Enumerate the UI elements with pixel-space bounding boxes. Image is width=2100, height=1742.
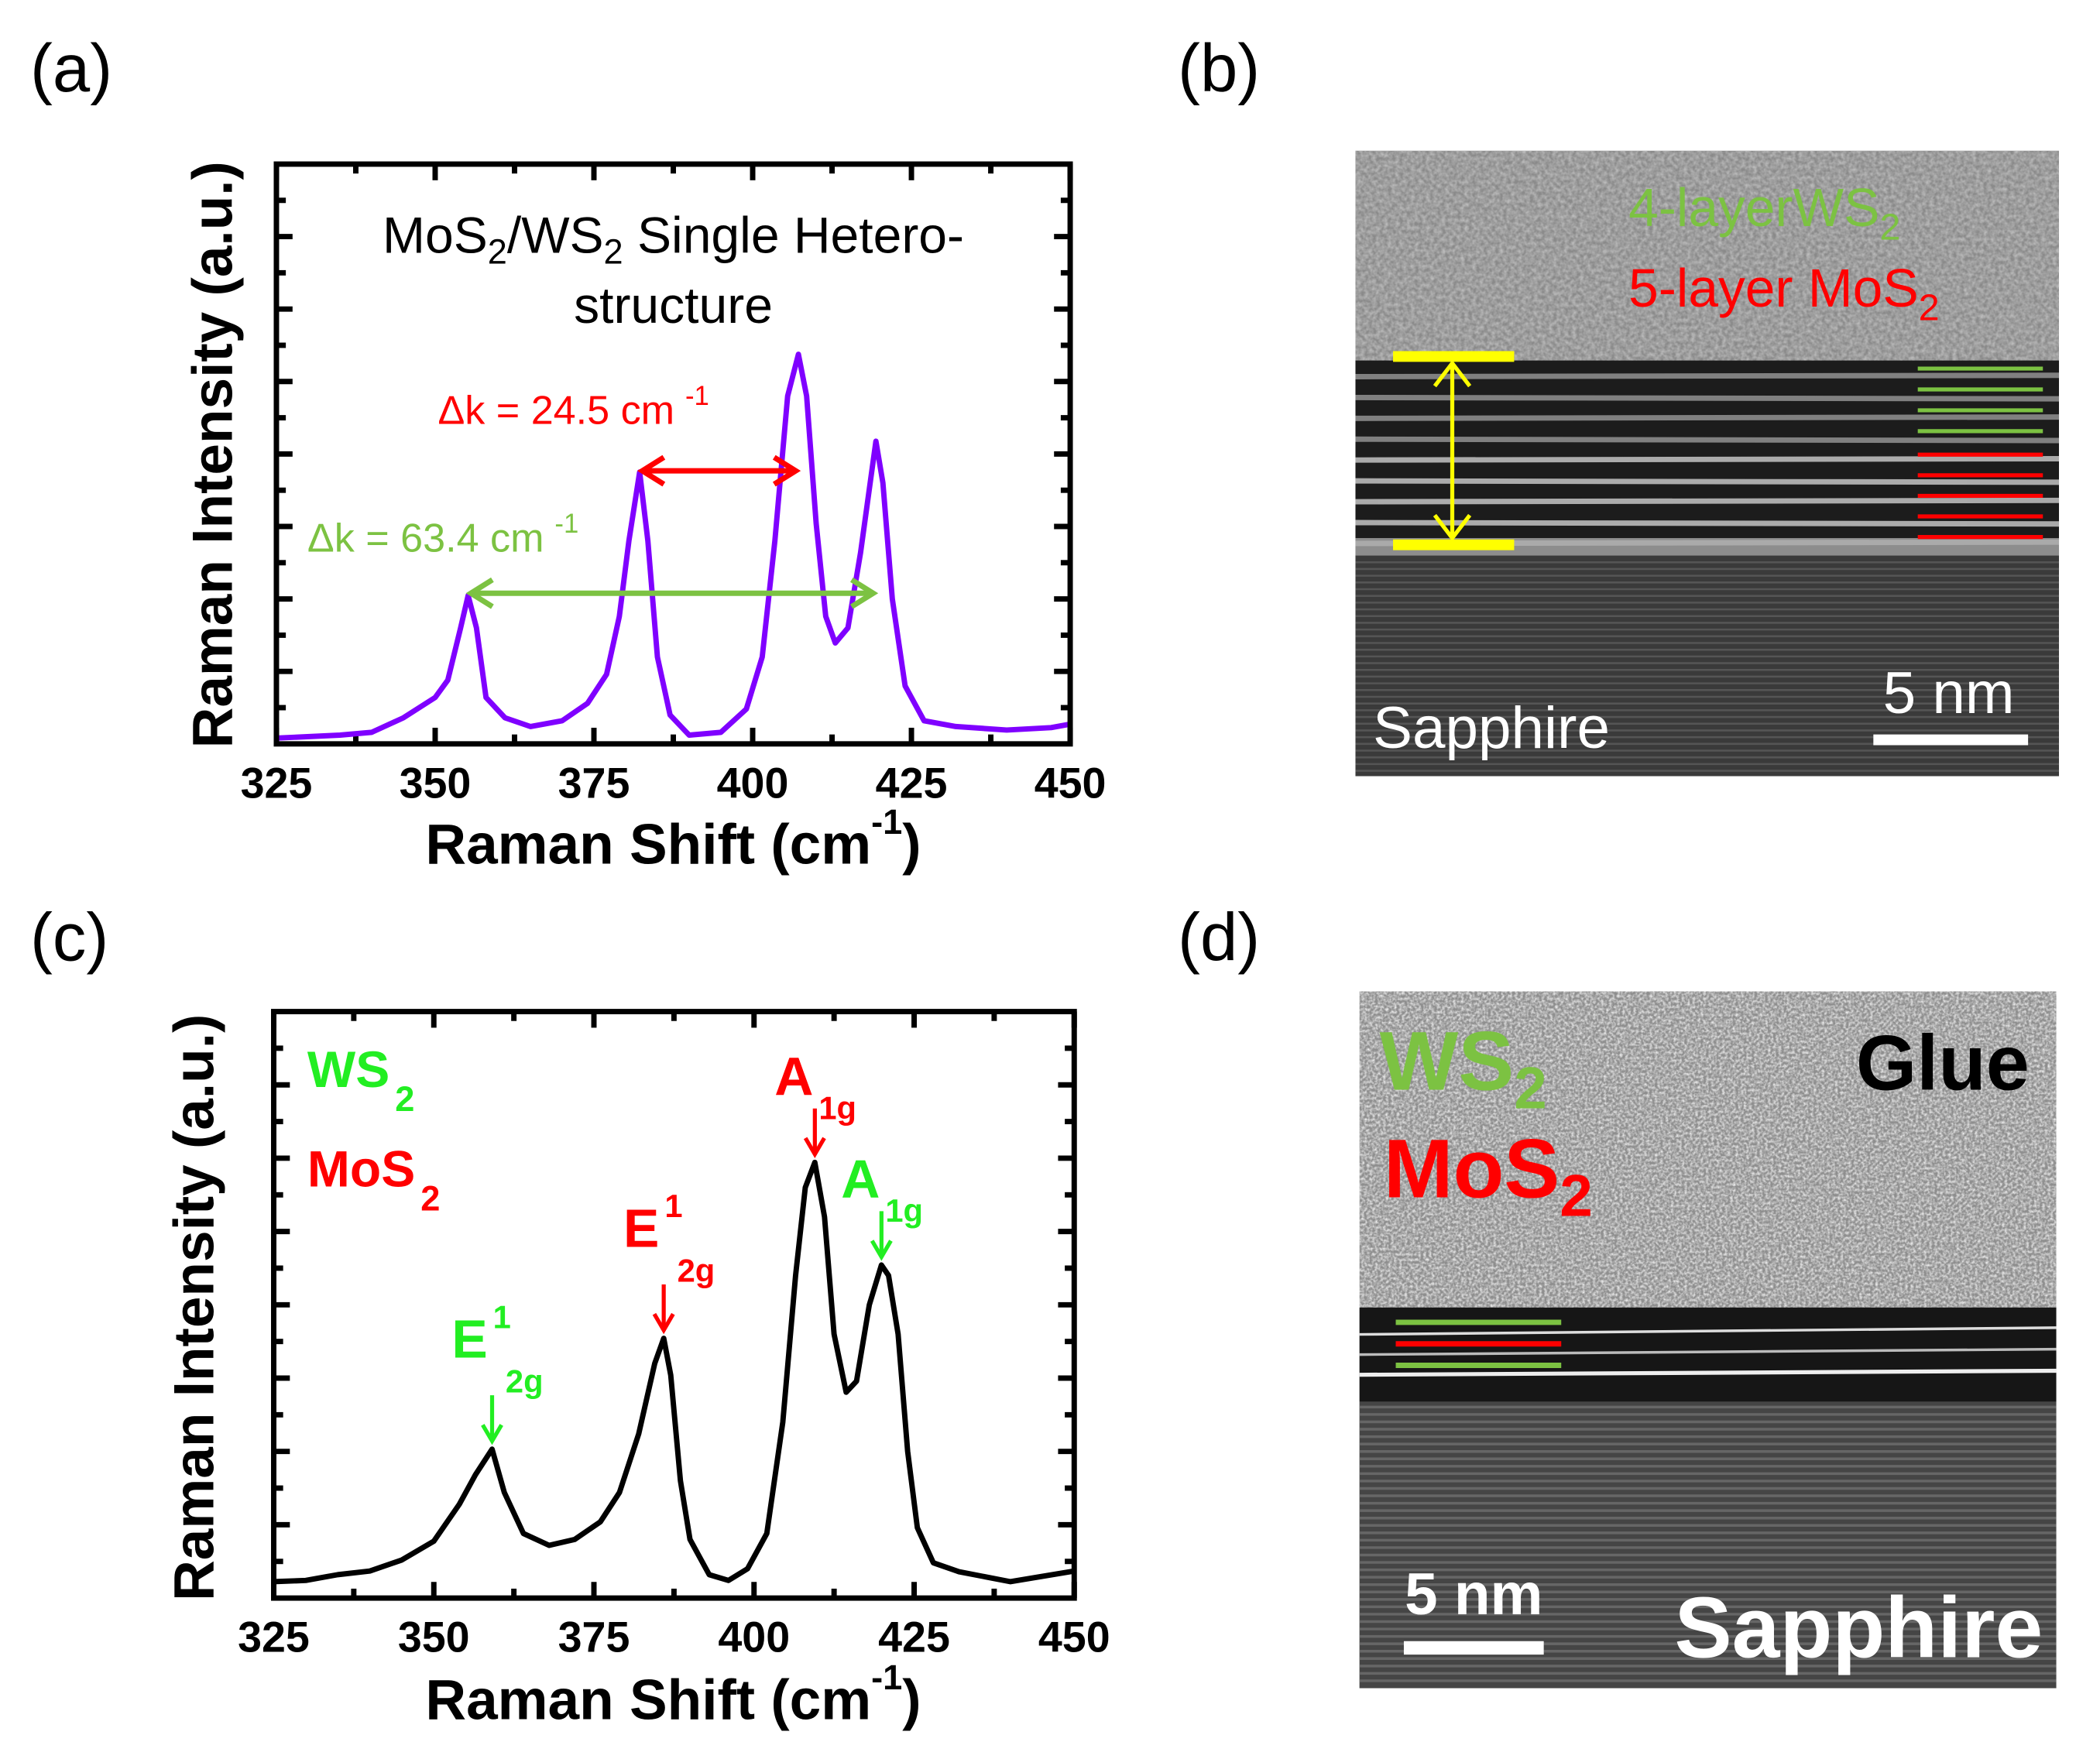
- x-tick-label: 375: [558, 759, 630, 807]
- panel-label-a: (a): [30, 31, 112, 106]
- ws2-label-d: WS2: [1380, 1013, 1547, 1121]
- scale-bar-label-b: 5 nm: [1883, 660, 2015, 726]
- peak-label: E 1 2g: [623, 1188, 715, 1288]
- peak-label: A1g: [841, 1149, 923, 1229]
- mos2-label-d: MoS2: [1384, 1121, 1593, 1229]
- delta-k-label: Δk = 24.5 cm -1: [438, 382, 709, 433]
- x-tick-label: 350: [398, 1613, 470, 1661]
- mos2-layer-label-b: 5-layer MoS2: [1628, 258, 1940, 328]
- panel-label-b: (b): [1178, 31, 1260, 106]
- chart-title-a: MoS2/WS2 Single Hetero-: [383, 207, 964, 272]
- substrate-label-d: Sapphire: [1674, 1579, 2043, 1676]
- delta-k-label: Δk = 63.4 cm -1: [307, 509, 578, 561]
- x-axis-label-c: Raman Shift (cm-1): [425, 1658, 921, 1731]
- x-tick-label: 450: [1035, 759, 1107, 807]
- peak-label: A1g: [774, 1046, 856, 1126]
- scale-bar-label-d: 5 nm: [1405, 1562, 1542, 1627]
- raman-curve-c: [273, 1159, 1075, 1585]
- x-tick-label: 400: [717, 759, 789, 807]
- substrate-label-b: Sapphire: [1373, 695, 1610, 761]
- y-axis-label-a: Raman Intensity (a.u.): [182, 161, 245, 748]
- raman-chart-a: MoS2/WS2 Single Hetero- structure Δk = 2…: [182, 161, 1107, 876]
- plot-frame-c: [271, 1009, 1077, 1601]
- delta-k-arrow: [465, 577, 879, 609]
- thickness-bracket: [1393, 351, 1515, 550]
- tem-image-d: [1359, 991, 2057, 1689]
- peak-label: E 1 2g: [451, 1298, 543, 1399]
- raman-chart-c: WS2 MoS2 E 1 2g E 1 2g A1g A1g 325 350 375 400 425 45…: [163, 1009, 1110, 1731]
- peak-marker: [481, 1395, 503, 1445]
- x-tick-label: 425: [876, 759, 948, 807]
- x-tick-label: 325: [238, 1613, 310, 1661]
- x-tick-label: 350: [400, 759, 472, 807]
- glue-label-d: Glue: [1856, 1020, 2030, 1106]
- x-tick-label: 375: [558, 1613, 630, 1661]
- layer-markers-d: [1395, 1319, 1562, 1368]
- x-tick-label: 450: [1038, 1613, 1110, 1661]
- panel-label-c: (c): [30, 900, 108, 976]
- ws2-layer-label-b: 4-layerWS2: [1628, 177, 1900, 248]
- peak-marker: [870, 1211, 893, 1261]
- x-tick-label: 425: [878, 1613, 950, 1661]
- peak-marker: [652, 1284, 675, 1335]
- delta-k-arrow: [637, 454, 801, 487]
- y-axis-label-c: Raman Intensity (a.u.): [163, 1014, 225, 1601]
- plot-frame-a: [273, 161, 1073, 747]
- legend-entry: WS2: [307, 1041, 414, 1119]
- tem-image-b: [1355, 150, 2060, 777]
- layer-markers-b: [1917, 366, 2043, 540]
- peak-marker: [803, 1108, 826, 1158]
- x-axis-label-a: Raman Shift (cm-1): [425, 802, 921, 876]
- panel-label-d: (d): [1178, 900, 1260, 976]
- x-tick-label: 325: [241, 759, 313, 807]
- x-tick-label: 400: [718, 1613, 790, 1661]
- chart-title-a-line2: structure: [574, 276, 773, 334]
- legend-entry: MoS2: [307, 1140, 440, 1218]
- raman-curve-a: [276, 351, 1071, 741]
